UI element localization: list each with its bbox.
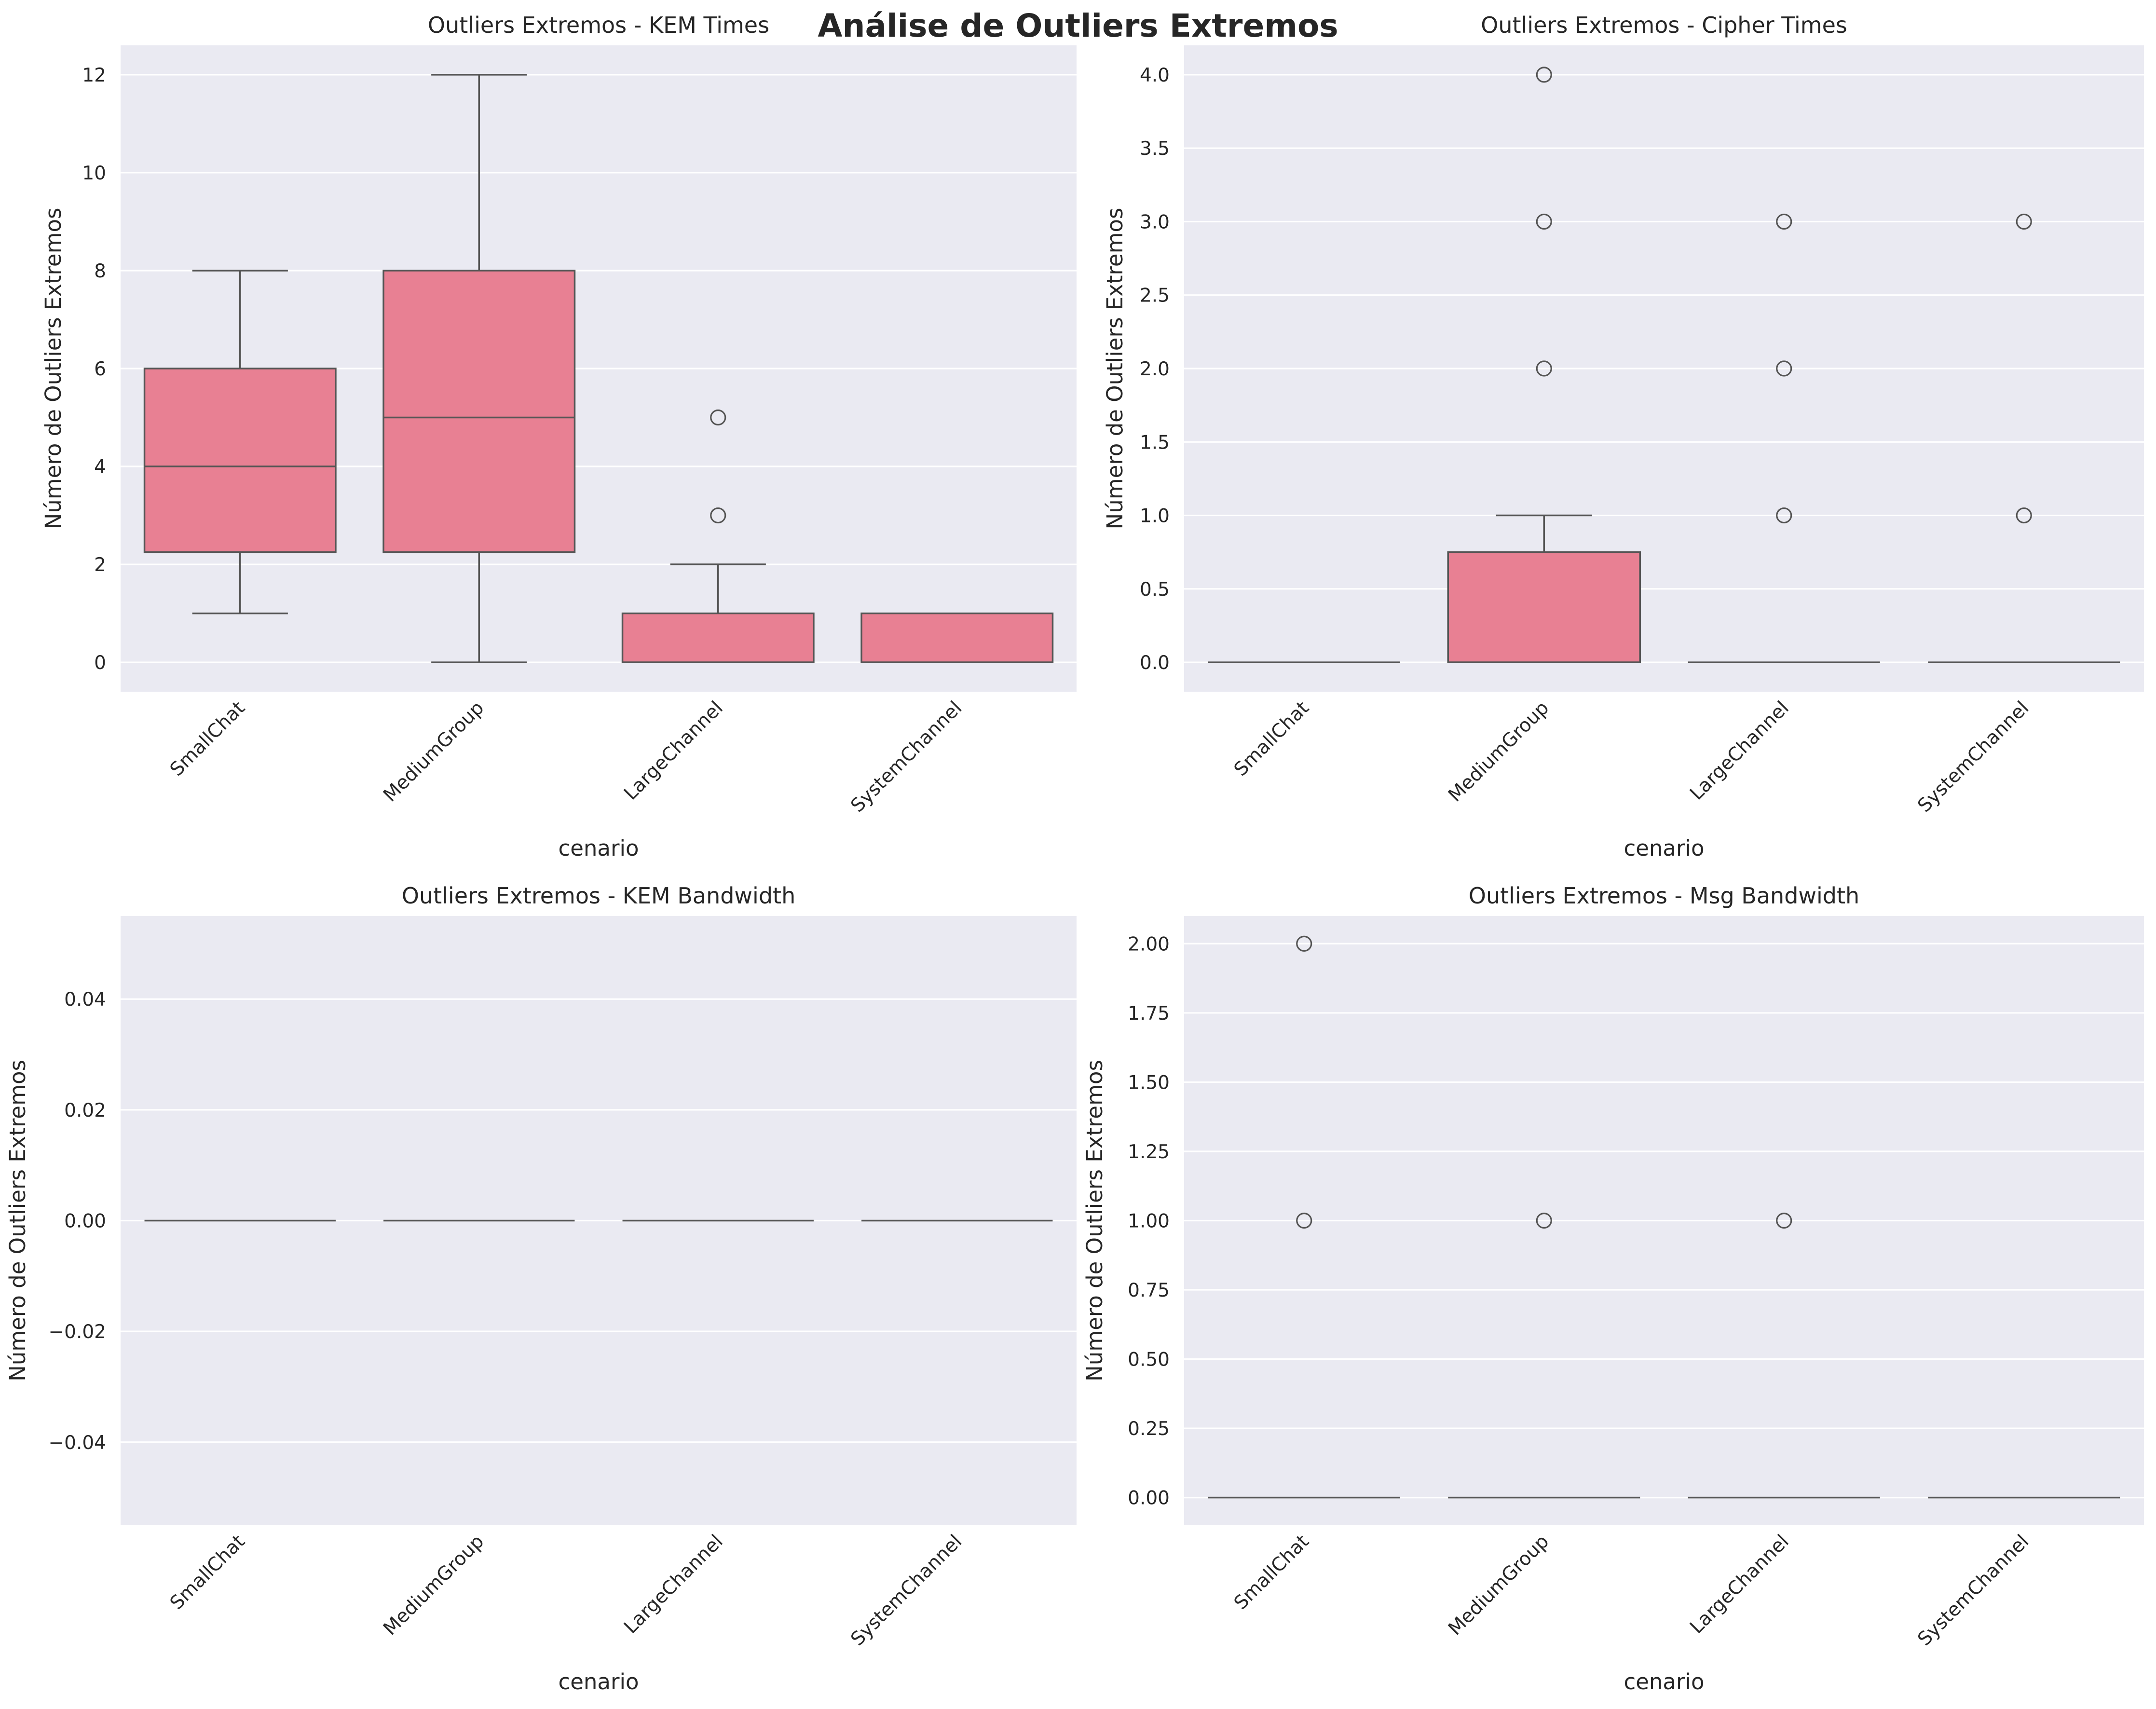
y-tick-label: 0.0	[1140, 652, 1170, 674]
y-tick-label: 2.0	[1140, 358, 1170, 380]
box-body	[143, 368, 337, 553]
y-tick-label: 12	[82, 65, 106, 86]
y-tick-label: 0.02	[64, 1100, 106, 1121]
subplot-title: Outliers Extremos - Msg Bandwidth	[1469, 883, 1859, 909]
box-body	[860, 612, 1054, 663]
outlier-point	[1776, 213, 1792, 230]
y-axis-label: Número de Outliers Extremos	[1082, 1060, 1107, 1381]
y-tick-label: 4.0	[1140, 65, 1170, 86]
y-tick-label: 0.75	[1128, 1280, 1170, 1301]
outlier-point	[1536, 67, 1552, 83]
x-axis-label: cenario	[558, 1669, 639, 1695]
y-axis-label: Número de Outliers Extremos	[41, 208, 66, 530]
y-tick-label: 1.5	[1140, 432, 1170, 453]
outlier-point	[710, 409, 726, 426]
y-tick-label: 1.75	[1128, 1003, 1170, 1025]
y-tick-label: −0.04	[48, 1432, 106, 1454]
y-tick-label: 0.50	[1128, 1349, 1170, 1371]
y-tick-label: 1.25	[1128, 1141, 1170, 1163]
y-tick-label: 3.0	[1140, 211, 1170, 233]
box-MediumGroup	[382, 74, 576, 663]
y-tick-label: 0.00	[1128, 1488, 1170, 1509]
y-tick-label: 0	[94, 652, 106, 674]
outlier-point	[1776, 360, 1792, 377]
y-tick-label: 1.0	[1140, 506, 1170, 527]
outlier-point	[1296, 935, 1312, 952]
y-tick-label: 3.5	[1140, 138, 1170, 160]
x-axis-label: cenario	[1624, 835, 1704, 861]
y-tick-label: 0.5	[1140, 579, 1170, 601]
outlier-point	[1296, 1212, 1312, 1229]
box-body	[1447, 551, 1641, 663]
x-axis-label: cenario	[558, 835, 639, 861]
y-tick-label: 2.00	[1128, 933, 1170, 955]
y-tick-label: 4	[94, 456, 106, 478]
box-LargeChannel	[1688, 1212, 1880, 1499]
subplot-4: 0.000.250.500.751.001.251.501.752.00Smal…	[1082, 883, 2144, 1695]
outlier-point	[1536, 213, 1552, 230]
outlier-point	[710, 507, 726, 524]
box-MediumGroup	[1448, 1212, 1640, 1499]
box-LargeChannel	[1688, 213, 1880, 663]
y-tick-label: 8	[94, 260, 106, 282]
y-tick-label: 0.25	[1128, 1418, 1170, 1440]
y-tick-label: 1.00	[1128, 1211, 1170, 1232]
y-tick-label: 1.50	[1128, 1072, 1170, 1094]
box-SmallChat	[143, 270, 337, 615]
box-MediumGroup	[1447, 67, 1641, 663]
outlier-point	[2016, 213, 2032, 230]
y-tick-label: −0.02	[48, 1321, 106, 1343]
outlier-point	[1536, 1212, 1552, 1229]
y-tick-label: 0.04	[64, 989, 106, 1011]
subplot-title: Outliers Extremos - KEM Bandwidth	[402, 883, 795, 909]
y-tick-label: 2.5	[1140, 285, 1170, 307]
y-axis-label: Número de Outliers Extremos	[1102, 208, 1128, 530]
subplot-title: Outliers Extremos - Cipher Times	[1481, 12, 1847, 38]
y-tick-label: 6	[94, 358, 106, 380]
subplot-title: Outliers Extremos - KEM Times	[428, 12, 769, 38]
y-tick-label: 10	[82, 163, 106, 184]
box-SystemChannel	[1928, 213, 2120, 663]
y-tick-label: 0.00	[64, 1211, 106, 1232]
box-SystemChannel	[860, 612, 1054, 663]
figure-title: Análise de Outliers Extremos	[818, 7, 1338, 44]
x-axis-label: cenario	[1624, 1669, 1704, 1695]
box-body	[382, 270, 576, 553]
outlier-point	[1536, 360, 1552, 377]
outlier-point	[1776, 1212, 1792, 1229]
box-LargeChannel	[621, 409, 815, 663]
y-axis-label: Número de Outliers Extremos	[5, 1060, 30, 1381]
y-tick-label: 2	[94, 554, 106, 576]
box-body	[621, 612, 815, 663]
outlier-point	[2016, 507, 2032, 524]
box-SmallChat	[1208, 935, 1400, 1499]
outlier-point	[1776, 507, 1792, 524]
